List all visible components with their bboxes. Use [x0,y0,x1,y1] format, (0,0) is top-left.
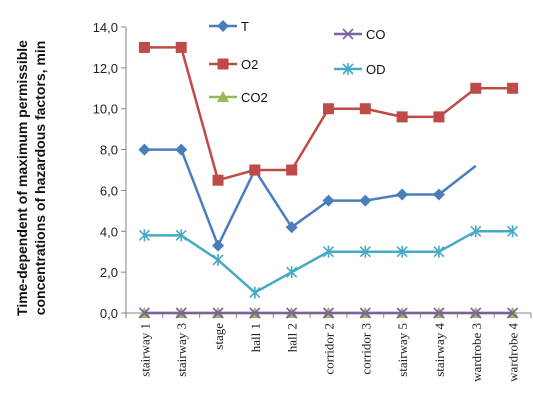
data-point [359,245,371,258]
x-tick-label: corridor 2 [322,323,337,375]
data-point [138,307,150,319]
data-point [286,266,298,279]
legend-marker [217,58,229,70]
legend-label: CO [366,27,386,42]
legend-item-co: CO [334,27,386,42]
data-point [432,188,445,201]
x-tick-label: stairway 5 [395,323,410,377]
data-point [470,225,482,238]
legend-label: OD [366,62,386,77]
data-point [396,307,408,319]
data-point [286,164,298,176]
data-point [470,307,482,319]
legend-marker [217,20,229,32]
x-tick-label: stairway 4 [432,323,447,377]
data-point [433,111,445,123]
y-tick-label: 8,0 [100,143,118,158]
data-point [396,245,408,258]
data-point [285,221,298,234]
series-co [138,307,519,319]
data-point [470,82,482,94]
data-point [175,229,187,242]
data-point [322,194,335,207]
legend-marker [342,63,354,75]
x-tick-label: wardrobe 3 [469,323,484,382]
data-point [175,143,188,156]
data-point [212,307,224,319]
legend-label: CO2 [241,90,268,105]
data-point [359,103,371,115]
legend-marker [217,91,229,102]
data-point [138,229,150,242]
data-point [138,41,150,53]
data-point [433,245,445,258]
series-line-od [144,230,513,294]
legend-label: O2 [241,57,258,72]
data-point [286,307,298,319]
x-tick-label: hall 1 [248,323,263,352]
legend-label: T [241,19,249,34]
data-point [138,143,151,156]
x-tick-label: corridor 3 [358,323,373,375]
data-point [507,225,519,238]
data-point [507,82,519,94]
y-tick-label: 4,0 [100,224,118,239]
data-point [212,239,225,252]
legend-item-od: OD [334,62,386,77]
y-tick-label: 0,0 [100,306,118,321]
data-point [433,307,445,319]
data-point [249,307,261,319]
x-tick-label: wardrobe 4 [506,323,521,382]
legend: T O2 CO2 CO OD [209,19,386,105]
data-point [212,174,224,186]
data-point [212,253,224,266]
data-point [322,307,335,319]
legend-item-co2: CO2 [209,90,268,105]
x-tick-label: hall 2 [285,323,300,352]
x-tick-label: stage [211,323,226,350]
y-tick-label: 2,0 [100,265,118,280]
series-line-t [144,148,477,247]
y-tick-label: 14,0 [93,20,118,35]
data-point [249,164,261,176]
y-tick-label: 6,0 [100,183,118,198]
series-t [138,143,477,252]
series-od [138,225,519,299]
tick-labels: 0,0 2,0 4,0 6,0 8,0 10,0 12,0 14,0 stairway 1 sta… [93,20,521,382]
y-tick-label: 10,0 [93,102,118,117]
data-point [359,307,371,319]
data-point [322,245,335,258]
data-point [175,41,187,53]
data-point [249,286,261,299]
data-point [175,307,187,319]
x-tick-label: stairway 1 [137,323,152,377]
series-o2 [138,41,519,186]
y-axis-label-line1: Time-dependent of maximum permissible [14,40,30,316]
legend-item-t: T [209,19,249,34]
legend-item-o2: O2 [209,57,258,72]
x-tick-label: stairway 3 [174,323,189,377]
series-group [138,41,519,319]
y-axis-label-line2: concentrations of hazardous factors, min [32,41,48,316]
axes [121,26,532,318]
data-point [507,307,519,319]
data-point [323,103,334,115]
data-point [359,194,372,207]
data-point [396,111,408,123]
y-tick-label: 12,0 [93,61,118,76]
legend-marker [342,28,354,40]
data-point [396,188,409,201]
